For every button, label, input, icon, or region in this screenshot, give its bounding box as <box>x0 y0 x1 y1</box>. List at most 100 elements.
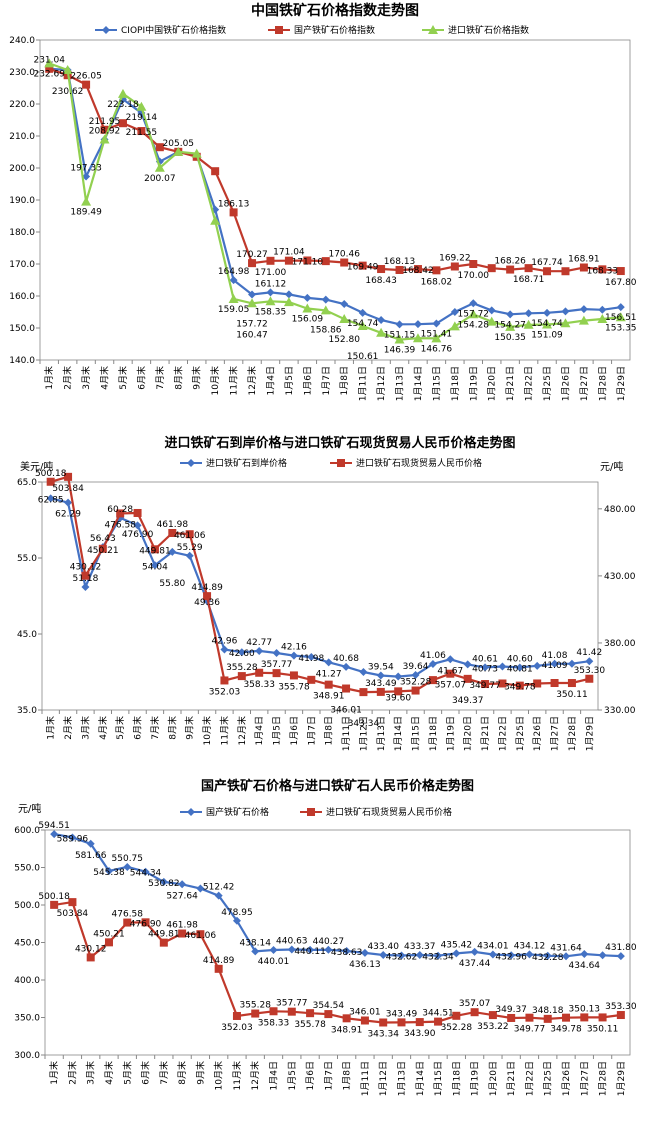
x-tick-label: 1月14日 <box>415 1061 426 1096</box>
x-tick-label: 1月14日 <box>393 716 404 751</box>
chart-title: 进口铁矿石到岸价格与进口铁矿石现货贸易人民币价格走势图 <box>164 435 515 451</box>
data-label: 550.75 <box>112 854 144 864</box>
x-tick-label: 1月8日 <box>339 366 350 395</box>
x-tick-label: 1月18日 <box>428 716 439 751</box>
series-2-point <box>287 1007 296 1016</box>
data-label: 55.29 <box>177 543 203 553</box>
x-tick-label: 9月末 <box>184 716 196 740</box>
data-label: 156.51 <box>605 313 637 323</box>
x-tick-label: 1月13日 <box>396 1061 407 1096</box>
series-1-point <box>413 320 422 329</box>
y-axis-unit: 元/吨 <box>18 802 41 815</box>
data-label: 170.46 <box>328 250 360 260</box>
series-2-point <box>598 265 607 274</box>
x-tick-label: 7月末 <box>158 1061 170 1085</box>
series-3-point <box>394 334 405 344</box>
x-tick-label: 8月末 <box>172 366 184 390</box>
series-1-point <box>133 521 142 530</box>
data-label: 219.14 <box>126 113 158 123</box>
x-tick-label: 1月7日 <box>321 366 332 395</box>
y-tick-label: 140.0 <box>9 356 35 366</box>
x-tick-label: 12月末 <box>249 1061 261 1090</box>
x-tick-label: 1月12日 <box>376 366 387 401</box>
data-label: 171.04 <box>273 248 305 258</box>
data-label: 49.36 <box>194 598 220 608</box>
series-3-point <box>99 134 110 144</box>
x-tick-label: 1月8日 <box>324 716 335 745</box>
x-tick-label: 1月末 <box>43 366 55 390</box>
legend-item: 国产铁矿石价格指数 <box>268 24 375 36</box>
series-2-point <box>232 1011 241 1020</box>
x-tick-label: 1月11日 <box>341 716 352 751</box>
data-label: 164.98 <box>218 267 250 277</box>
data-label: 168.91 <box>568 254 600 264</box>
data-label: 357.77 <box>276 999 308 1009</box>
x-tick-label: 1月15日 <box>411 716 422 751</box>
series-2-point <box>413 265 422 274</box>
data-label: 346.01 <box>349 1007 381 1017</box>
series-1-point <box>321 295 330 304</box>
series-2-point <box>359 688 368 697</box>
x-tick-label: 1月6日 <box>305 1061 316 1090</box>
data-label: 450.21 <box>87 546 119 556</box>
series-1-point <box>598 951 607 960</box>
series-1-point <box>525 950 534 959</box>
series-2-point <box>307 675 316 684</box>
x-tick-label: 1月4日 <box>254 716 265 745</box>
x-tick-label: 1月25日 <box>543 1061 554 1096</box>
data-label: 500.18 <box>35 469 67 479</box>
data-label: 169.49 <box>347 263 379 273</box>
data-label: 349.78 <box>550 1025 582 1035</box>
legend-marker <box>337 459 345 467</box>
series-2-point <box>562 1013 571 1022</box>
data-label: 151.15 <box>384 330 416 340</box>
series-2-point <box>452 1011 461 1020</box>
legend-label: 国产铁矿石价格 <box>206 806 269 818</box>
series-1-point <box>237 648 246 657</box>
data-label: 355.28 <box>239 1001 271 1011</box>
data-label: 436.13 <box>349 960 381 970</box>
data-label: 343.49 <box>365 679 397 689</box>
data-label: 432.62 <box>386 953 418 963</box>
series-1-point <box>104 866 113 875</box>
data-label: 197.33 <box>70 164 102 174</box>
x-tick-label: 9月末 <box>191 366 203 390</box>
series-2-point <box>515 681 524 690</box>
data-label: 355.78 <box>294 1020 326 1030</box>
data-label: 357.07 <box>435 681 467 691</box>
series-2-point <box>123 918 132 927</box>
data-label: 349.37 <box>495 1005 527 1015</box>
series-1-point <box>141 867 150 876</box>
series-2-point <box>46 477 55 486</box>
series-2-point <box>266 256 275 265</box>
series-1-point <box>248 290 257 299</box>
legend-item: 国产铁矿石价格 <box>180 806 269 818</box>
series-1-point <box>266 288 275 297</box>
x-tick-label: 1月29日 <box>584 716 595 751</box>
x-tick-label: 1月5日 <box>272 716 283 745</box>
series-2-point <box>397 1018 406 1027</box>
x-tick-label: 9月末 <box>194 1061 206 1085</box>
x-tick-label: 6月末 <box>132 716 144 740</box>
series-2-point <box>133 508 142 517</box>
series-2-point <box>269 1007 278 1016</box>
data-label: 544.34 <box>130 869 162 879</box>
series-2-point <box>303 256 312 265</box>
series-1-point <box>377 316 386 324</box>
data-label: 146.76 <box>421 344 453 354</box>
series-3-point <box>468 309 479 319</box>
data-label: 168.42 <box>402 266 434 276</box>
x-tick-label: 12月末 <box>246 366 258 395</box>
data-label: 349.78 <box>504 683 536 693</box>
legend-marker <box>187 808 195 816</box>
series-1-point <box>567 659 576 668</box>
y-tick-label: 600.0 <box>14 826 40 836</box>
series-3-point <box>228 294 239 304</box>
data-label: 171.10 <box>292 257 324 267</box>
chart-title: 国产铁矿石价格与进口铁矿石人民币价格走势图 <box>201 778 474 794</box>
legend-marker <box>187 459 195 467</box>
series-2-point <box>525 1013 534 1022</box>
data-label: 168.33 <box>587 266 619 276</box>
data-label: 343.90 <box>404 1029 436 1039</box>
